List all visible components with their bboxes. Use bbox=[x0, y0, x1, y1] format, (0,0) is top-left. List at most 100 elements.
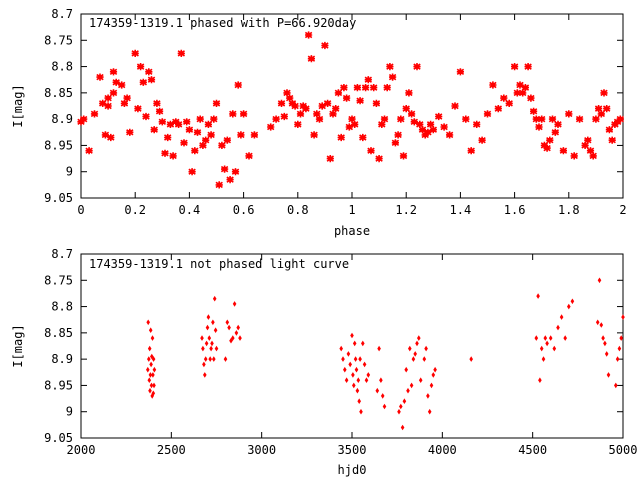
unphased-data-point bbox=[366, 372, 371, 378]
phased-data-point bbox=[534, 122, 544, 132]
phased-data-point bbox=[599, 88, 609, 98]
phased-data-point bbox=[602, 104, 612, 113]
unphased-data-point bbox=[597, 277, 602, 284]
phased-data-point bbox=[244, 151, 254, 161]
phased-data-point bbox=[106, 133, 116, 142]
phased-data-point bbox=[277, 99, 286, 108]
unphased-data-point bbox=[348, 361, 352, 368]
phased-data-point bbox=[363, 75, 373, 85]
phased-data-point bbox=[231, 167, 240, 177]
unphased-data-point bbox=[353, 356, 358, 362]
unphased-data-point bbox=[147, 377, 152, 383]
unphased-data-point bbox=[418, 377, 423, 383]
unphased-data-point bbox=[212, 295, 217, 302]
phased-data-point bbox=[147, 75, 156, 85]
phased-data-point bbox=[369, 83, 379, 92]
unphased-panel: 2000 2500 3000 3500 4000 4500 5000 8.78.758.88… bbox=[11, 247, 637, 477]
unphased-data-point bbox=[406, 387, 410, 394]
unphased-data-point bbox=[619, 335, 623, 341]
phased-data-point bbox=[279, 112, 289, 121]
unphased-data-point bbox=[205, 324, 210, 331]
phased-data-point bbox=[290, 101, 300, 111]
phased-x-tick-label: 2 bbox=[619, 203, 626, 217]
unphased-data-point bbox=[359, 408, 363, 415]
phased-data-point bbox=[138, 77, 148, 87]
phased-data-points bbox=[76, 30, 625, 190]
phased-data-point bbox=[301, 104, 311, 113]
phased-data-point bbox=[266, 122, 276, 132]
unphased-data-point bbox=[397, 408, 401, 415]
unphased-data-point bbox=[147, 345, 152, 352]
phased-data-point bbox=[168, 151, 178, 161]
unphased-data-point bbox=[211, 319, 215, 326]
phased-data-point bbox=[222, 135, 232, 145]
unphased-data-point bbox=[206, 314, 211, 320]
phased-x-ticks: 0 0.2 0.4 0.6 0.8 1 1.2 1.4 1.6 1.8 2 bbox=[77, 14, 627, 217]
phased-data-point bbox=[109, 67, 118, 77]
phased-data-point bbox=[149, 125, 159, 135]
phased-data-point bbox=[320, 41, 330, 50]
phased-data-point bbox=[190, 146, 200, 156]
phased-x-tick-label: 1.6 bbox=[504, 203, 526, 217]
phased-x-axis-label: phase bbox=[334, 224, 370, 238]
phased-x-tick-label: 1.8 bbox=[558, 203, 580, 217]
unphased-y-tick-label: 9.05 bbox=[44, 431, 73, 445]
unphased-data-point bbox=[408, 345, 412, 352]
phased-x-tick-label: 0.8 bbox=[287, 203, 309, 217]
phased-data-point bbox=[393, 130, 403, 140]
phased-data-point bbox=[371, 99, 381, 108]
unphased-y-tick-label: 8.8 bbox=[51, 300, 73, 314]
unphased-data-point bbox=[413, 351, 417, 357]
phased-data-point bbox=[125, 127, 135, 137]
unphased-data-point bbox=[238, 335, 242, 341]
unphased-data-point bbox=[203, 372, 207, 378]
unphased-data-point bbox=[343, 366, 347, 373]
phased-data-point bbox=[304, 30, 314, 40]
phased-data-point bbox=[550, 127, 560, 137]
phased-data-point bbox=[450, 101, 460, 111]
unphased-data-point bbox=[417, 335, 421, 341]
unphased-y-ticks: 8.7 8.75 8.8 8.85 8.9 8.95 9 9.05 bbox=[44, 247, 623, 445]
phased-data-point bbox=[79, 114, 89, 124]
phased-data-point bbox=[352, 83, 362, 92]
unphased-data-point bbox=[404, 366, 408, 373]
phased-x-tick-label: 0.4 bbox=[179, 203, 201, 217]
phased-data-point bbox=[331, 104, 341, 113]
unphased-data-point bbox=[203, 356, 208, 362]
unphased-data-point bbox=[202, 361, 206, 368]
unphased-data-point bbox=[212, 356, 216, 362]
unphased-data-point bbox=[599, 322, 604, 328]
phased-data-point bbox=[380, 114, 389, 124]
phased-data-point bbox=[521, 83, 530, 92]
phased-data-point bbox=[404, 88, 414, 98]
unphased-data-point bbox=[606, 372, 611, 378]
unphased-data-point bbox=[148, 327, 153, 333]
unphased-data-point bbox=[223, 356, 228, 362]
phased-data-point bbox=[209, 114, 219, 124]
phased-y-tick-label: 8.85 bbox=[44, 86, 73, 100]
phased-data-point bbox=[390, 138, 400, 148]
unphased-data-points bbox=[146, 277, 625, 431]
phased-data-point bbox=[233, 80, 243, 90]
phased-data-point bbox=[249, 130, 259, 140]
phased-data-point bbox=[396, 114, 406, 124]
unphased-data-point bbox=[148, 387, 152, 394]
unphased-data-point bbox=[426, 393, 430, 399]
phased-x-tick-label: 1.2 bbox=[395, 203, 417, 217]
phased-data-point bbox=[95, 72, 105, 82]
phased-data-point bbox=[103, 101, 113, 111]
unphased-data-point bbox=[152, 366, 157, 373]
unphased-data-point bbox=[225, 319, 230, 326]
phased-data-point bbox=[388, 72, 398, 82]
unphased-data-point bbox=[615, 356, 620, 362]
phased-data-point bbox=[542, 143, 552, 153]
unphased-data-point bbox=[146, 366, 150, 373]
unphased-data-point bbox=[382, 403, 387, 410]
unphased-data-point bbox=[429, 382, 434, 389]
phased-data-point bbox=[588, 151, 598, 161]
unphased-x-tick-label: 3500 bbox=[338, 443, 367, 457]
phased-data-point bbox=[117, 80, 127, 90]
unphased-data-point bbox=[375, 387, 380, 394]
